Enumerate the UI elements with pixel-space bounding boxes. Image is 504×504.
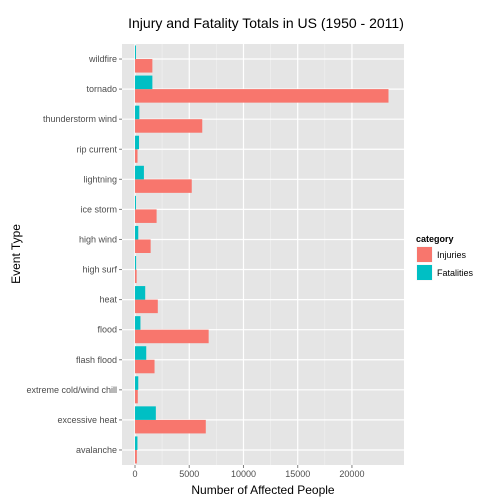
chart-title: Injury and Fatality Totals in US (1950 -… — [128, 15, 404, 31]
bar-injuries-tornado — [135, 89, 389, 103]
y-tick-label: extreme cold/wind chill — [26, 385, 117, 395]
bar-fatalities-thunderstorm-wind — [135, 105, 140, 120]
bar-fatalities-high-surf — [135, 256, 137, 270]
bar-fatalities-heat — [135, 286, 146, 300]
y-tick-label: wildfire — [88, 54, 117, 64]
y-tick-label: heat — [99, 295, 117, 305]
x-tick-label: 10000 — [231, 469, 256, 479]
bar-injuries-thunderstorm-wind — [135, 119, 203, 133]
legend: category Injuries Fatalities — [415, 234, 474, 282]
bar-fatalities-avalanche — [135, 436, 138, 450]
legend-key-injuries — [417, 247, 432, 262]
bar-injuries-extreme-cold-wind-chill — [135, 389, 138, 404]
bar-fatalities-tornado — [135, 75, 153, 90]
y-tick-label: high surf — [82, 265, 117, 275]
x-tick-label: 0 — [133, 469, 138, 479]
x-axis-title: Number of Affected People — [191, 483, 335, 497]
x-axis-ticks: 0 5000 10000 15000 20000 — [133, 465, 364, 479]
bar-injuries-high-wind — [135, 239, 151, 253]
y-tick-label: flash flood — [76, 355, 117, 365]
y-tick-label: tornado — [86, 84, 117, 94]
plot-panel — [122, 44, 404, 465]
y-tick-label: excessive heat — [57, 415, 117, 425]
bar-fatalities-extreme-cold-wind-chill — [135, 376, 139, 390]
x-tick-label: 15000 — [285, 469, 310, 479]
bar-injuries-wildfire — [135, 59, 153, 73]
bar-injuries-lightning — [135, 179, 192, 193]
y-tick-label: lightning — [83, 174, 117, 184]
legend-label-fatalities: Fatalities — [437, 268, 474, 278]
bar-injuries-high-surf — [135, 269, 137, 284]
y-tick-label: high wind — [79, 234, 117, 244]
bar-injuries-ice-storm — [135, 209, 157, 223]
y-tick-label: avalanche — [76, 445, 117, 455]
bar-injuries-flood — [135, 329, 209, 344]
x-tick-label: 20000 — [339, 469, 364, 479]
bar-injuries-heat — [135, 299, 158, 314]
y-tick-label: rip current — [76, 144, 117, 154]
bar-fatalities-ice-storm — [135, 195, 136, 210]
bar-fatalities-lightning — [135, 165, 144, 180]
bar-fatalities-flood — [135, 316, 141, 330]
bar-injuries-rip-current — [135, 149, 138, 163]
bar-fatalities-rip-current — [135, 135, 140, 150]
y-axis-title: Event Type — [9, 224, 23, 284]
bar-injuries-flash-flood — [135, 359, 155, 374]
y-tick-label: thunderstorm wind — [43, 114, 117, 124]
x-tick-label: 5000 — [179, 469, 199, 479]
bars — [135, 45, 389, 464]
bar-injuries-avalanche — [135, 449, 137, 464]
bar-fatalities-wildfire — [135, 45, 136, 60]
bar-fatalities-high-wind — [135, 225, 139, 240]
legend-key-fatalities — [417, 265, 432, 280]
y-axis-ticks: avalanche excessive heat extreme cold/wind… — [26, 54, 122, 455]
bar-injuries-excessive-heat — [135, 419, 206, 434]
bar-fatalities-flash-flood — [135, 346, 147, 360]
legend-title: category — [416, 234, 454, 244]
y-tick-label: flood — [97, 325, 117, 335]
bar-fatalities-excessive-heat — [135, 406, 156, 420]
y-tick-label: ice storm — [80, 204, 117, 214]
legend-label-injuries: Injuries — [437, 250, 467, 260]
